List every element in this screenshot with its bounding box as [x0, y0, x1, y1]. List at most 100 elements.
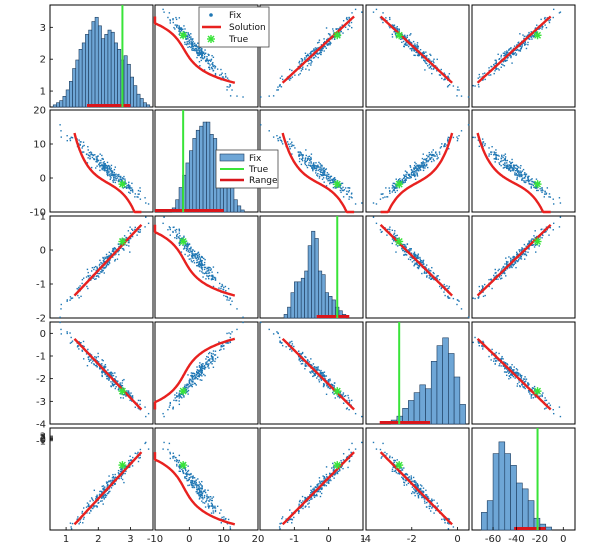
- fix-point: [287, 143, 290, 145]
- fix-point: [444, 78, 446, 80]
- fix-point: [323, 40, 326, 43]
- fix-point: [484, 143, 486, 145]
- fix-point: [95, 356, 98, 359]
- fix-point: [111, 382, 114, 384]
- fix-point: [196, 484, 198, 487]
- fix-point: [80, 342, 82, 344]
- fix-point: [125, 187, 128, 189]
- fix-point: [195, 479, 197, 481]
- fix-point: [411, 171, 413, 173]
- fix-point: [194, 377, 196, 380]
- fix-point: [425, 158, 427, 161]
- fix-point: [187, 36, 189, 38]
- fix-point: [77, 516, 79, 518]
- fix-point: [69, 299, 71, 301]
- fix-point: [208, 507, 210, 509]
- fix-point: [208, 59, 211, 61]
- fix-point: [410, 252, 413, 254]
- fix-point: [229, 297, 231, 300]
- fix-point: [122, 238, 125, 240]
- fix-point: [97, 272, 99, 275]
- fix-point: [434, 152, 437, 154]
- fix-point: [110, 372, 112, 375]
- fix-point: [179, 467, 181, 470]
- fix-point: [347, 187, 349, 189]
- fix-point: [108, 256, 110, 258]
- fix-point: [107, 263, 110, 266]
- fix-point: [524, 177, 526, 179]
- fix-point: [498, 163, 501, 166]
- fix-point: [299, 360, 302, 363]
- fix-point: [552, 198, 554, 200]
- fix-point: [188, 40, 190, 43]
- fix-point: [491, 65, 493, 68]
- fix-point: [395, 187, 397, 189]
- fix-point: [520, 44, 523, 46]
- fix-point: [199, 495, 201, 497]
- fix-point: [326, 174, 328, 176]
- fix-point: [307, 54, 310, 57]
- histogram-bar: [178, 187, 183, 213]
- fix-point: [316, 165, 318, 167]
- fix-point: [221, 72, 223, 74]
- fix-point: [199, 53, 202, 55]
- true-marker: [533, 180, 542, 189]
- fix-point: [345, 408, 348, 410]
- fix-point: [110, 374, 113, 376]
- fix-point: [329, 177, 331, 179]
- fix-point: [530, 395, 532, 397]
- fix-point: [291, 144, 294, 146]
- fix-point: [211, 497, 213, 500]
- fix-point: [477, 83, 480, 86]
- fix-point: [320, 53, 322, 56]
- fix-point: [102, 158, 104, 161]
- fix-point: [431, 153, 434, 156]
- fix-point: [410, 169, 413, 171]
- fix-point: [208, 66, 210, 69]
- fix-point: [190, 481, 192, 484]
- fix-point: [188, 381, 191, 383]
- fix-point: [305, 149, 307, 151]
- fix-point: [214, 358, 217, 360]
- fix-point: [144, 197, 146, 199]
- fix-point: [456, 303, 458, 306]
- fix-point: [113, 383, 116, 386]
- fix-point: [304, 163, 307, 166]
- fix-point: [118, 245, 120, 248]
- fix-point: [214, 360, 216, 363]
- fix-point: [196, 261, 199, 263]
- solution-curve: [153, 224, 236, 297]
- solution-curve: [379, 15, 453, 84]
- fix-point: [86, 364, 89, 367]
- fix-point: [105, 167, 107, 169]
- fix-point: [507, 56, 509, 59]
- fix-point: [495, 60, 497, 62]
- fix-point: [429, 278, 432, 280]
- fix-point: [333, 386, 335, 388]
- fix-point: [327, 37, 329, 40]
- fix-point: [502, 265, 505, 268]
- solution-curve: [153, 16, 236, 84]
- fix-point: [520, 256, 522, 258]
- fix-point: [340, 191, 342, 194]
- fix-point: [212, 357, 214, 359]
- fix-point: [425, 276, 428, 278]
- fix-point: [124, 182, 126, 184]
- fix-point: [544, 16, 546, 19]
- fix-point: [558, 226, 561, 228]
- fix-point: [395, 185, 397, 187]
- fix-point: [310, 489, 312, 492]
- fix-point: [127, 230, 130, 232]
- fix-point: [494, 161, 496, 163]
- fix-point: [428, 277, 430, 279]
- fix-point: [528, 175, 530, 178]
- fix-point: [188, 39, 191, 41]
- fix-point: [513, 369, 515, 371]
- fix-point: [301, 362, 304, 365]
- fix-point: [103, 162, 105, 165]
- fix-point: [312, 491, 314, 493]
- histogram-bar: [240, 209, 245, 213]
- fix-point: [182, 470, 184, 473]
- fix-point: [198, 61, 201, 63]
- fix-point: [184, 386, 186, 388]
